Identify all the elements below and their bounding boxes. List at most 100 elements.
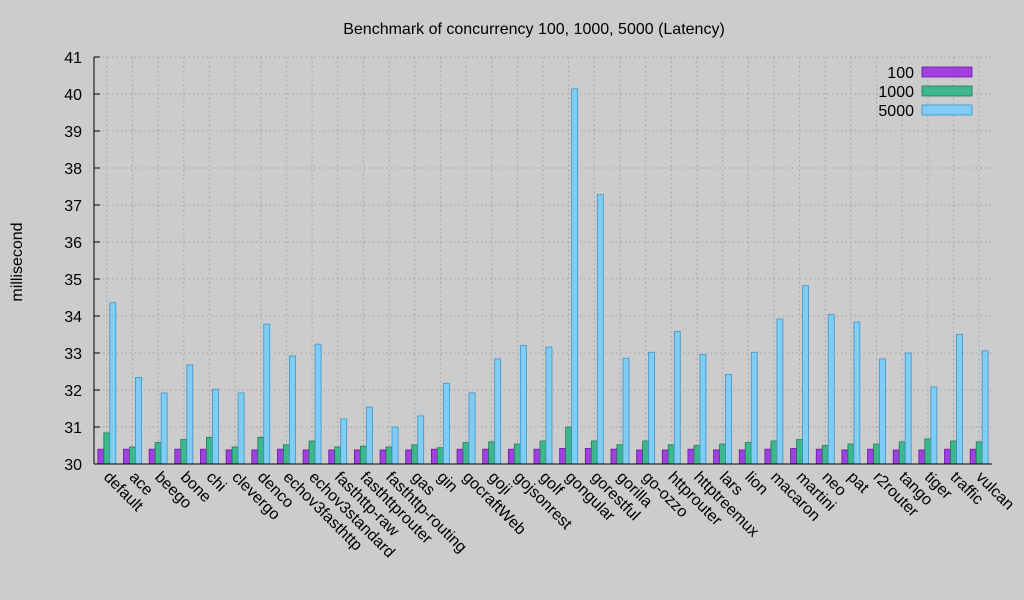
chart-title: Benchmark of concurrency 100, 1000, 5000… — [343, 21, 725, 38]
bar-100-pat — [841, 449, 849, 465]
bar-1000-tiger — [924, 438, 932, 465]
bar-1000-go-ozzo — [642, 440, 650, 465]
bar-5000-chi — [212, 388, 219, 465]
bar-5000-gorestful — [596, 194, 604, 465]
bar-1000-httprouter — [667, 444, 675, 465]
bar-5000-gin — [442, 382, 450, 465]
bar-1000-echov3fasthttp — [283, 444, 290, 465]
bar-5000-denco — [263, 323, 271, 465]
bar-5000-go-ozzo — [648, 351, 656, 465]
bar-5000-ace — [135, 377, 142, 465]
bar-1000-default — [103, 432, 111, 465]
bar-1000-gorestful — [590, 440, 598, 465]
bar-1000-echov3standard — [308, 440, 316, 465]
bar-5000-tiger — [930, 386, 938, 465]
legend-label: 100 — [887, 65, 914, 82]
bar-1000-golf — [539, 440, 547, 465]
bar-100-macaron — [764, 448, 772, 465]
bar-5000-default — [109, 302, 117, 465]
bar-1000-traffic — [950, 440, 957, 465]
bar-5000-echov3fasthttp — [289, 355, 296, 465]
bar-1000-martini — [796, 439, 803, 465]
bar-100-httptreemux — [687, 448, 695, 465]
bar-100-echov3standard — [302, 449, 310, 465]
bar-5000-lion — [750, 351, 758, 465]
axes — [93, 56, 992, 465]
y-tick-label: 41 — [64, 50, 82, 67]
bar-100-gongular — [559, 448, 567, 465]
bar-100-vulcan — [969, 448, 977, 465]
bar-5000-gocraftWeb — [468, 392, 476, 465]
bar-100-default — [97, 448, 105, 465]
bar-1000-gongular — [565, 426, 573, 465]
bar-1000-ace — [129, 446, 136, 465]
bar-5000-lars — [725, 374, 732, 465]
y-axis-label: millisecond — [9, 222, 26, 301]
bar-5000-gorilla — [622, 357, 630, 465]
bar-100-chi — [200, 448, 207, 465]
bar-5000-fasthttp-raw — [340, 418, 348, 465]
bar-1000-denco — [257, 436, 265, 465]
legend-label: 1000 — [878, 84, 914, 101]
bar-100-httprouter — [661, 449, 669, 465]
bar-5000-gojsonrest — [519, 345, 527, 465]
bar-5000-neo — [827, 314, 835, 465]
bar-100-neo — [815, 448, 823, 465]
bar-5000-martini — [802, 285, 809, 465]
bar-1000-gojsonrest — [513, 443, 521, 465]
bar-1000-gin — [436, 447, 444, 465]
bar-100-denco — [251, 449, 259, 465]
y-tick-label: 34 — [64, 309, 82, 326]
bar-5000-echov3standard — [314, 343, 322, 465]
bar-1000-r2router — [873, 443, 880, 465]
y-tick-label: 38 — [64, 161, 82, 178]
bar-1000-lars — [719, 443, 726, 465]
bar-1000-gocraftWeb — [462, 442, 470, 465]
bar-1000-beego — [154, 442, 162, 465]
bar-100-clevergo — [225, 449, 233, 465]
bar-100-fasthttp-raw — [328, 449, 336, 465]
bar-5000-golf — [545, 346, 553, 465]
y-tick-label: 35 — [64, 272, 82, 289]
bar-100-echov3fasthttp — [277, 448, 284, 465]
bar-1000-fasthttp-raw — [334, 446, 342, 465]
bar-1000-neo — [821, 445, 829, 465]
bar-1000-gas — [411, 444, 419, 465]
bar-5000-vulcan — [981, 350, 989, 465]
bar-100-lion — [738, 449, 746, 465]
bar-5000-pat — [853, 321, 861, 465]
legend-swatch-1000 — [921, 85, 973, 97]
bar-1000-lion — [744, 442, 752, 465]
bar-5000-clevergo — [237, 392, 245, 465]
bar-5000-beego — [160, 392, 168, 465]
bar-5000-httptreemux — [699, 354, 707, 465]
bar-5000-bone — [186, 364, 194, 465]
legend-swatch-100 — [921, 66, 973, 78]
bar-5000-gas — [417, 415, 425, 465]
bar-100-goji — [482, 448, 490, 465]
bar-100-go-ozzo — [636, 449, 644, 465]
bar-1000-clevergo — [231, 446, 239, 465]
legend-label: 5000 — [878, 103, 914, 120]
bar-100-fasthttprouter — [353, 449, 361, 465]
bar-5000-fasthttprouter — [365, 406, 373, 465]
bar-5000-httprouter — [673, 331, 681, 465]
bar-100-beego — [148, 448, 156, 465]
bar-100-golf — [533, 448, 541, 465]
y-tick-label: 40 — [64, 87, 82, 104]
bar-100-gojsonrest — [507, 448, 515, 465]
bar-1000-gorilla — [616, 444, 624, 465]
bar-100-fasthttp-routing — [379, 449, 387, 465]
bar-1000-goji — [488, 441, 496, 465]
bar-100-gorilla — [610, 448, 618, 465]
y-tick-label: 33 — [64, 346, 82, 363]
legend-swatch-5000 — [921, 104, 973, 116]
bar-1000-chi — [206, 436, 213, 465]
bar-100-tango — [892, 449, 900, 465]
bar-100-gorestful — [584, 448, 592, 465]
y-tick-label: 37 — [64, 198, 82, 215]
bar-100-gin — [430, 448, 438, 465]
bar-100-tiger — [918, 449, 926, 465]
